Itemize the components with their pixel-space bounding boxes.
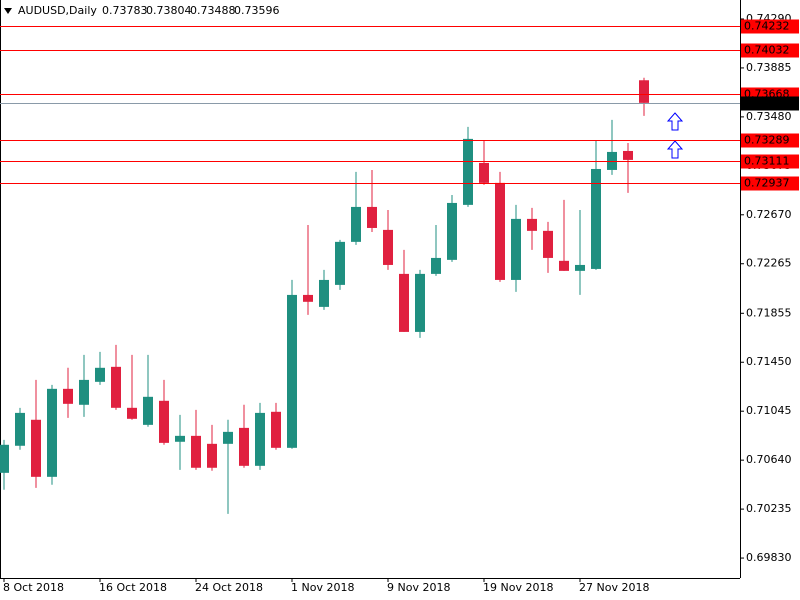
candle-body (271, 411, 281, 448)
candle-body (303, 294, 313, 302)
candle-body (399, 273, 409, 332)
candle-body (335, 241, 345, 285)
candle-body (287, 294, 297, 448)
y-tick-label: 0.69830 (746, 551, 792, 564)
x-tick-label: 27 Nov 2018 (579, 581, 649, 594)
candle-body (255, 412, 265, 466)
candle-body (31, 419, 41, 477)
x-tick-label: 9 Nov 2018 (387, 581, 450, 594)
candle-body (559, 260, 569, 271)
candle-body (623, 150, 633, 160)
level-label: 0.73111 (744, 155, 790, 168)
candle-body (111, 366, 121, 408)
candle-body (527, 218, 537, 231)
level-label: 0.74232 (744, 20, 790, 33)
candle-body (143, 396, 153, 425)
level-label-bg (741, 154, 799, 169)
candle-body (0, 444, 9, 473)
level-label-bg (741, 43, 799, 58)
candle-body (511, 218, 521, 280)
candle-body (319, 279, 329, 307)
up-arrow (666, 112, 684, 131)
candle-body (175, 435, 185, 442)
candle-body (127, 407, 137, 419)
candle-body (223, 431, 233, 444)
candle-body (463, 138, 473, 205)
candle-body (63, 388, 73, 404)
header-open: 0.73783 (102, 4, 148, 17)
header-low: 0.73488 (190, 4, 236, 17)
candle-body (431, 257, 441, 274)
x-tick-label: 19 Nov 2018 (483, 581, 553, 594)
chart-title: AUDUSD,Daily (18, 4, 97, 17)
candle-body (495, 182, 505, 280)
candle-body (383, 229, 393, 265)
candle-body (191, 435, 201, 468)
level-label: 0.74032 (744, 44, 790, 57)
y-tick-label: 0.70235 (746, 502, 792, 515)
header-high: 0.73804 (146, 4, 192, 17)
x-tick-label: 8 Oct 2018 (3, 581, 64, 594)
candle-body (159, 400, 169, 443)
candle-body (575, 264, 585, 271)
candle-body (79, 379, 89, 405)
y-tick-label: 0.70640 (746, 453, 792, 466)
candle-body (639, 80, 649, 103)
candle-body (479, 162, 489, 183)
y-tick-label: 0.72670 (746, 208, 792, 221)
up-arrow (666, 140, 684, 159)
level-label: 0.72937 (744, 177, 790, 190)
y-tick-label: 0.71450 (746, 355, 792, 368)
candle-body (47, 388, 57, 477)
y-tick-label: 0.71855 (746, 306, 792, 319)
candle-body (239, 427, 249, 466)
x-tick-label: 16 Oct 2018 (99, 581, 167, 594)
candle-body (351, 206, 361, 242)
y-tick-label: 0.73885 (746, 61, 792, 74)
menu-triangle[interactable] (4, 8, 12, 14)
candle-body (367, 206, 377, 228)
y-tick-label: 0.72265 (746, 257, 792, 270)
y-tick-label: 0.71045 (746, 404, 792, 417)
level-label-bg (741, 176, 799, 191)
level-label-bg (741, 19, 799, 34)
candle-body (447, 202, 457, 260)
candle-body (15, 412, 25, 446)
candle-body (415, 273, 425, 332)
level-label-bg (741, 133, 799, 148)
y-tick-label: 0.73480 (746, 110, 792, 123)
candle-body (591, 168, 601, 269)
price-label: 0.73596 (744, 97, 790, 110)
candle-body (95, 367, 105, 382)
price-label-bg (741, 96, 799, 111)
x-tick-label: 1 Nov 2018 (291, 581, 354, 594)
candle-body (207, 443, 217, 468)
level-label: 0.73289 (744, 134, 790, 147)
candle-body (543, 230, 553, 258)
x-tick-label: 24 Oct 2018 (195, 581, 263, 594)
header-close: 0.73596 (234, 4, 280, 17)
candle-body (607, 151, 617, 170)
